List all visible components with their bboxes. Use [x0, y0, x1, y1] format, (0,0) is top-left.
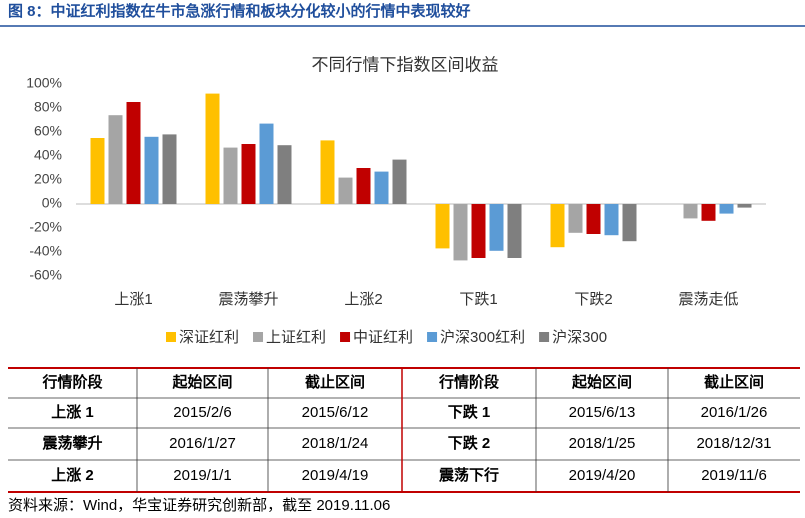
bar [550, 204, 565, 248]
y-tick-label: 0% [42, 195, 62, 211]
table-cell: 上涨 2 [51, 467, 94, 484]
bar [90, 138, 105, 204]
legend-label: 中证红利 [353, 329, 413, 346]
legend-label: 深证红利 [179, 329, 239, 346]
y-tick-label: 80% [34, 99, 62, 115]
bar [338, 177, 353, 204]
source-note: 资料来源：Wind，华宝证券研究创新部，截至 2019.11.06 [8, 497, 390, 514]
y-tick-label: 40% [34, 147, 62, 163]
table-cell: 2015/6/13 [569, 404, 636, 421]
table-cell: 2016/1/26 [701, 404, 768, 421]
table-cell: 2018/12/31 [696, 435, 771, 452]
bar [586, 204, 601, 234]
bar [223, 147, 238, 204]
bar [453, 204, 468, 261]
bar [374, 171, 389, 204]
table-cell: 震荡下行 [439, 466, 499, 484]
table-header: 截止区间 [305, 373, 365, 391]
table-cell: 2018/1/25 [569, 435, 636, 452]
bar [241, 144, 256, 204]
bar [356, 168, 371, 204]
legend-label: 沪深300 [552, 329, 607, 346]
table-cell: 震荡攀升 [42, 434, 102, 452]
x-tick-label: 震荡走低 [678, 291, 738, 308]
x-tick-label: 下跌2 [574, 291, 612, 308]
table-cell: 2015/2/6 [173, 404, 231, 421]
bar [435, 204, 450, 249]
bar [259, 123, 274, 204]
legend-swatch [340, 332, 351, 342]
table-cell: 下跌 2 [448, 435, 491, 452]
legend-label: 沪深300红利 [440, 329, 525, 346]
legend-swatch [166, 332, 176, 342]
bar [126, 102, 141, 204]
y-tick-label: 20% [34, 171, 62, 187]
y-tick-label: -20% [29, 219, 62, 235]
x-tick-label: 下跌1 [459, 291, 497, 308]
bar [622, 204, 637, 242]
table-header: 截止区间 [704, 373, 764, 391]
x-tick-label: 震荡攀升 [218, 291, 278, 308]
table-header: 起始区间 [171, 373, 232, 391]
bar [604, 204, 619, 236]
legend-label: 上证红利 [266, 329, 326, 346]
table-header: 行情阶段 [438, 373, 499, 391]
bar [701, 204, 716, 221]
chart-title: 不同行情下指数区间收益 [312, 55, 499, 74]
table-cell: 2019/11/6 [701, 467, 767, 484]
bar [719, 204, 734, 214]
bar [320, 140, 335, 204]
bar [205, 93, 220, 204]
table-header: 起始区间 [571, 373, 632, 391]
bar [471, 204, 486, 258]
bar [144, 136, 159, 204]
table-header: 行情阶段 [41, 373, 102, 391]
legend-swatch [427, 332, 438, 342]
figure-title: 图 8：中证红利指数在牛市急涨行情和板块分化较小的行情中表现较好 [8, 2, 471, 20]
bar [277, 145, 292, 204]
legend-swatch [253, 332, 264, 342]
x-tick-label: 上涨1 [114, 291, 152, 308]
table-cell: 2019/4/19 [302, 467, 369, 484]
bar [392, 159, 407, 204]
y-tick-label: 60% [34, 123, 62, 139]
table-cell: 2015/6/12 [302, 404, 369, 421]
table-cell: 下跌 1 [448, 404, 491, 421]
bar [489, 204, 504, 251]
bar [737, 204, 752, 208]
x-tick-label: 上涨2 [344, 291, 382, 308]
table-cell: 2019/4/20 [569, 467, 636, 484]
table-cell: 2019/1/1 [173, 467, 231, 484]
y-tick-label: -60% [29, 267, 62, 283]
bar [108, 115, 123, 204]
bar [683, 204, 698, 219]
y-tick-label: -40% [29, 243, 62, 259]
table-cell: 上涨 1 [51, 404, 94, 421]
bar [568, 204, 583, 233]
table-cell: 2018/1/24 [302, 435, 369, 452]
legend-swatch [539, 332, 550, 342]
bar [162, 134, 177, 204]
bar [507, 204, 522, 258]
table-cell: 2016/1/27 [169, 435, 236, 452]
y-tick-label: 100% [26, 75, 62, 91]
